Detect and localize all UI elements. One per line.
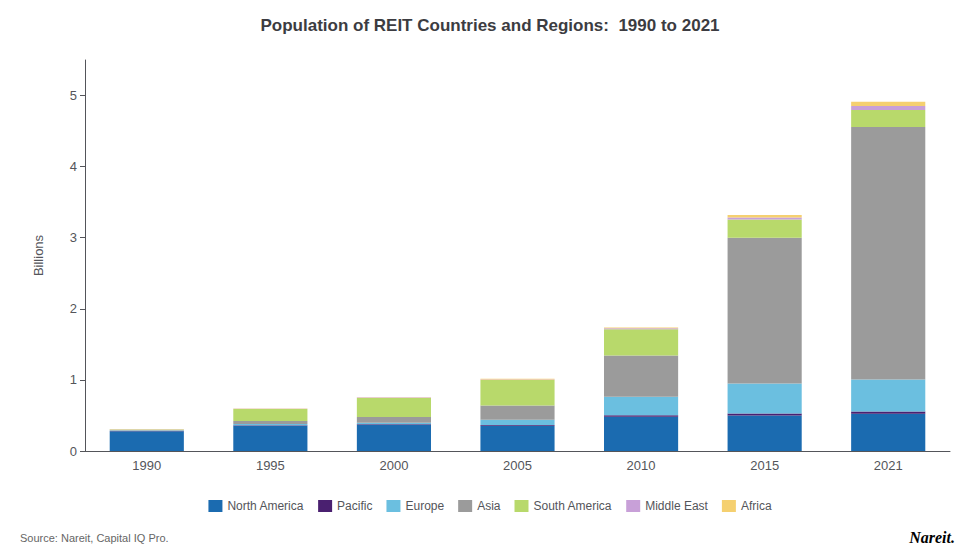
svg-text:2: 2 [70,301,77,316]
svg-text:Billions: Billions [31,234,46,276]
svg-text:Africa: Africa [741,499,772,513]
svg-text:2021: 2021 [874,458,903,473]
svg-text:4: 4 [70,159,77,174]
svg-text:1: 1 [70,372,77,387]
svg-text:1995: 1995 [256,458,285,473]
svg-text:1990: 1990 [132,458,161,473]
svg-text:Pacific: Pacific [337,499,372,513]
svg-text:South America: South America [533,499,611,513]
svg-text:2005: 2005 [503,458,532,473]
svg-text:Nareit.: Nareit. [908,529,955,546]
svg-text:Europe: Europe [405,499,444,513]
svg-text:0: 0 [70,444,77,459]
svg-text:Asia: Asia [477,499,501,513]
svg-text:5: 5 [70,88,77,103]
svg-text:2015: 2015 [750,458,779,473]
svg-text:Source: Nareit, Capital IQ Pro: Source: Nareit, Capital IQ Pro. [20,532,169,544]
svg-text:Middle East: Middle East [645,499,708,513]
svg-text:Population of REIT Countries a: Population of REIT Countries and Regions… [260,16,719,35]
svg-text:2000: 2000 [379,458,408,473]
svg-text:North America: North America [227,499,303,513]
svg-text:2010: 2010 [627,458,656,473]
svg-text:3: 3 [70,230,77,245]
